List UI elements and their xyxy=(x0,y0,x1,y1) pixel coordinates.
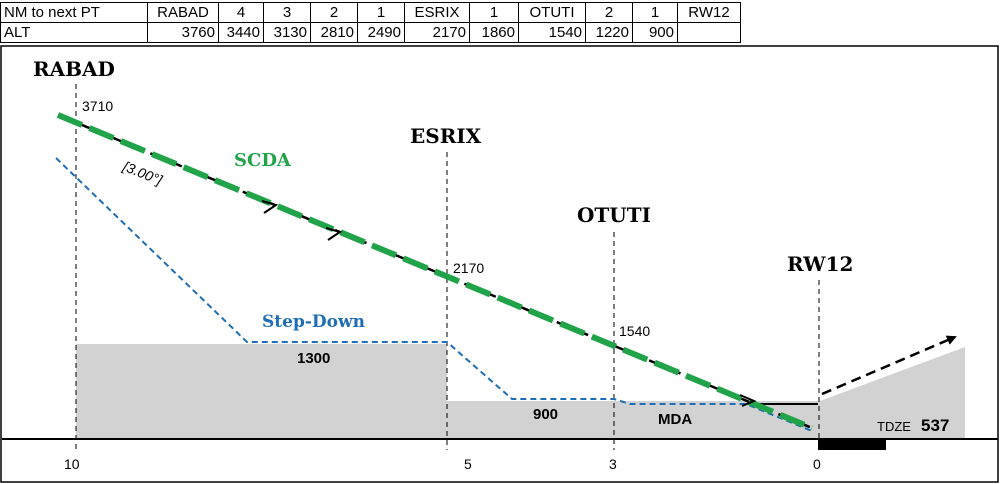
scda-label: SCDA xyxy=(234,150,292,171)
col-alt: 900 xyxy=(632,22,678,43)
row-label-alt: ALT xyxy=(0,22,148,43)
tdze-label: TDZE xyxy=(877,419,911,434)
distance-row: NM to next PT RABAD 4 3 2 1 ESRIX 1 OTUT… xyxy=(0,2,741,23)
col-alt: 2490 xyxy=(357,22,405,43)
rw12-label: RW12 xyxy=(787,252,853,276)
distance-label-5: 5 xyxy=(464,456,472,472)
col-alt: 1540 xyxy=(518,22,586,43)
terrain-area xyxy=(76,344,965,438)
col-alt: 2170 xyxy=(404,22,470,43)
obstacle-900-label: 900 xyxy=(533,406,558,423)
diagram-border xyxy=(0,45,999,483)
esrix-altitude: 2170 xyxy=(453,260,484,276)
mda-label: MDA xyxy=(658,411,692,428)
col-alt: 2810 xyxy=(310,22,358,43)
col-pt: OTUTI xyxy=(518,2,586,23)
tdze-value: 537 xyxy=(921,416,949,435)
rabad-altitude: 3710 xyxy=(82,98,113,114)
col-alt: 1860 xyxy=(469,22,519,43)
missed-approach-arrow xyxy=(821,335,957,396)
altitude-table: NM to next PT RABAD 4 3 2 1 ESRIX 1 OTUT… xyxy=(0,2,741,43)
col-pt: RW12 xyxy=(677,2,741,23)
col-alt: 1220 xyxy=(585,22,633,43)
descent-arrow-2 xyxy=(325,227,343,241)
altitude-row: ALT 3760 3440 3130 2810 2490 2170 1860 1… xyxy=(0,22,741,43)
distance-label-3: 3 xyxy=(609,456,617,472)
obstacle-1300-label: 1300 xyxy=(297,350,330,367)
scda-path xyxy=(56,112,814,431)
otuti-altitude: 1540 xyxy=(619,323,650,339)
stepdown-label: Step-Down xyxy=(262,312,365,332)
descent-arrow-1 xyxy=(261,200,279,214)
col-alt xyxy=(677,22,741,43)
otuti-label: OTUTI xyxy=(577,203,651,227)
col-alt: 3440 xyxy=(218,22,264,43)
stepdown-path xyxy=(55,157,813,432)
col-alt: 3760 xyxy=(147,22,219,43)
descent-arrow-3 xyxy=(739,394,757,407)
distance-label-10: 10 xyxy=(64,456,80,472)
rabad-label: RABAD xyxy=(33,57,115,81)
col-pt: ESRIX xyxy=(404,2,470,23)
runway-bar xyxy=(818,439,886,450)
glide-angle-label: [3.00°] xyxy=(120,158,166,189)
distance-label-0: 0 xyxy=(813,456,821,472)
esrix-label: ESRIX xyxy=(410,124,482,148)
